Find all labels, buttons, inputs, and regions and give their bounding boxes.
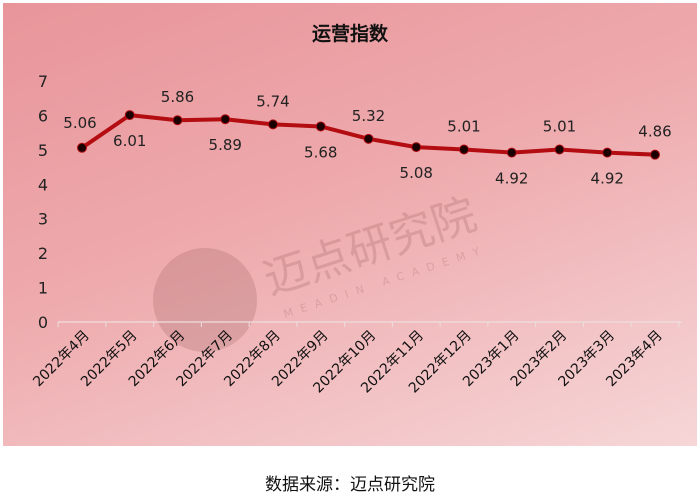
data-label: 5.08 [400,164,433,182]
chart-background [3,3,697,446]
data-label: 5.01 [543,118,576,136]
watermark: 迈点研究院 MEADIN ACADEMY [153,189,489,352]
y-tick-label: 5 [38,141,48,160]
chart-title: 运营指数 [312,22,389,45]
data-source: 数据来源：迈点研究院 [265,475,435,495]
data-point [411,142,422,153]
data-label: 4.86 [638,123,671,141]
y-tick-label: 0 [38,313,48,332]
data-point [220,114,231,125]
data-point [77,142,87,153]
data-label: 5.86 [161,88,194,106]
watermark-logo-icon [153,248,257,352]
data-label: 5.68 [304,143,337,161]
y-tick-label: 6 [38,106,48,125]
data-point [124,110,135,121]
y-tick-label: 2 [38,244,48,263]
data-label: 4.92 [591,170,624,188]
data-point [554,144,565,155]
data-point [172,115,183,126]
y-tick-label: 1 [38,279,48,298]
data-point [268,119,278,130]
data-label: 6.01 [113,132,146,150]
data-label: 5.01 [447,118,480,136]
data-label: 5.06 [63,114,96,132]
data-label: 5.32 [352,107,385,125]
data-point [506,147,517,158]
data-point [459,144,469,155]
data-point [602,147,613,158]
y-tick-label: 7 [38,72,48,91]
y-tick-label: 4 [38,175,48,194]
data-label: 5.74 [256,92,289,110]
data-label: 4.92 [495,170,528,188]
data-label: 5.89 [209,136,242,154]
data-point [363,133,374,144]
y-tick-label: 3 [38,210,48,229]
data-point [650,149,660,160]
data-point [315,121,326,132]
